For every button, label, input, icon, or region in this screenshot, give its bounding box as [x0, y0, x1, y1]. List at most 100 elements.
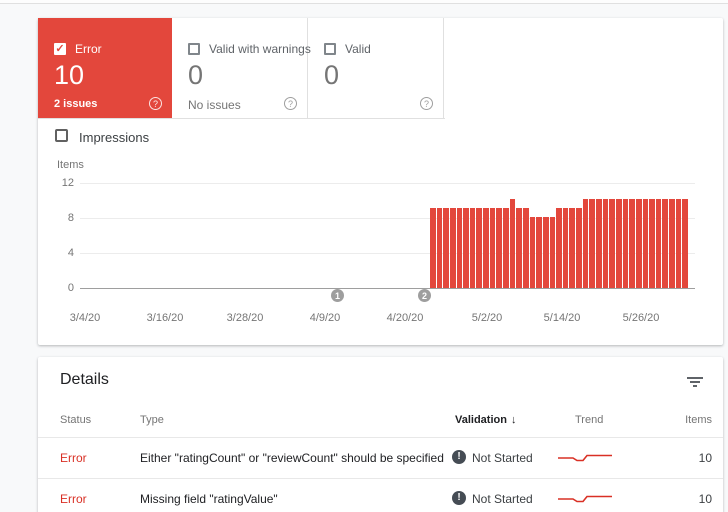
- gridline-12: [80, 183, 695, 184]
- valid-tile[interactable]: Valid 0 ?: [308, 18, 444, 118]
- x-axis-baseline: [80, 288, 695, 289]
- valid-with-warnings-tile[interactable]: Valid with warnings 0 No issues ?: [172, 18, 311, 118]
- chart-bar[interactable]: [682, 199, 688, 288]
- valid-checkbox[interactable]: [324, 43, 336, 55]
- chart-bar[interactable]: [463, 208, 469, 288]
- page-top-strip: [0, 0, 728, 3]
- chart-bar[interactable]: [649, 199, 655, 288]
- chart-bar[interactable]: [615, 199, 622, 288]
- error-summary-tile[interactable]: ✓ Error 10 2 issues ?: [38, 18, 172, 118]
- report-chart-card: ✓ Error 10 2 issues ? Valid with warning…: [38, 18, 723, 345]
- chart-bar[interactable]: [662, 199, 669, 288]
- chart-bar[interactable]: [436, 208, 443, 288]
- chart-bar[interactable]: [456, 208, 463, 288]
- help-icon[interactable]: ?: [420, 97, 433, 110]
- top-divider: [0, 3, 728, 4]
- chart-bar[interactable]: [476, 208, 483, 288]
- x-tick: 3/4/20: [69, 312, 101, 324]
- chart-bar[interactable]: [642, 199, 649, 288]
- valid-warnings-checkbox[interactable]: [188, 43, 200, 55]
- filter-icon[interactable]: [687, 377, 703, 389]
- chart-bar[interactable]: [469, 208, 476, 288]
- valid-label: Valid: [345, 42, 371, 56]
- chart-bar[interactable]: [635, 199, 642, 288]
- row-items-count: 10: [698, 492, 712, 506]
- sort-descending-icon: ↓: [510, 414, 517, 426]
- valid-warnings-label: Valid with warnings: [209, 42, 311, 56]
- chart-bar[interactable]: [449, 208, 456, 288]
- chart-bar[interactable]: [602, 199, 609, 288]
- chart-bar[interactable]: [489, 208, 496, 288]
- chart-bar[interactable]: [430, 208, 436, 288]
- help-icon[interactable]: ?: [149, 97, 162, 110]
- chart-bar[interactable]: [503, 208, 509, 288]
- row-status: Error: [60, 451, 87, 465]
- row-validation-state: Not Started: [472, 451, 533, 465]
- chart-bar[interactable]: [609, 199, 615, 288]
- chart-bar[interactable]: [483, 208, 489, 288]
- header-divider: [38, 437, 723, 438]
- chart-bar[interactable]: [569, 208, 576, 288]
- valid-warnings-count: 0: [188, 60, 204, 90]
- row-issue-type[interactable]: Either "ratingCount" or "reviewCount" sh…: [140, 451, 444, 465]
- valid-warnings-issues: No issues: [188, 98, 241, 112]
- column-header-validation[interactable]: Validation ↓: [455, 414, 516, 426]
- impressions-label: Impressions: [79, 130, 150, 145]
- row-items-count: 10: [698, 451, 712, 465]
- chart-bar[interactable]: [556, 208, 562, 288]
- chart-bar[interactable]: [655, 199, 662, 288]
- chart-bar[interactable]: [562, 208, 569, 288]
- details-title: Details: [60, 371, 109, 388]
- chart-bar[interactable]: [596, 199, 602, 288]
- x-tick: 5/2/20: [471, 312, 503, 324]
- column-header-status[interactable]: Status: [60, 414, 92, 426]
- help-icon[interactable]: ?: [284, 97, 297, 110]
- summary-tiles-row: ✓ Error 10 2 issues ? Valid with warning…: [38, 18, 445, 119]
- valid-count: 0: [324, 60, 340, 90]
- chart-bar[interactable]: [669, 199, 675, 288]
- column-header-trend[interactable]: Trend: [575, 414, 604, 426]
- chart-bar[interactable]: [536, 217, 542, 288]
- chart-bar[interactable]: [629, 199, 635, 288]
- table-row[interactable]: Error Either "ratingCount" or "reviewCou…: [38, 437, 723, 478]
- chart-bar[interactable]: [443, 208, 449, 288]
- chart-bar[interactable]: [582, 199, 589, 288]
- x-tick: 5/26/20: [622, 312, 660, 324]
- x-tick: 4/20/20: [386, 312, 424, 324]
- y-axis-title: Items: [57, 159, 84, 171]
- chart-bar[interactable]: [522, 208, 529, 288]
- timeline-annotation-2[interactable]: 2: [418, 289, 431, 302]
- chart-bar[interactable]: [589, 199, 596, 288]
- not-started-icon: !: [452, 491, 466, 505]
- chart-bar[interactable]: [576, 208, 582, 288]
- x-tick: 3/28/20: [226, 312, 264, 324]
- chart-bar[interactable]: [496, 208, 503, 288]
- gridline-8: [80, 218, 695, 219]
- y-tick-4: 4: [67, 247, 74, 259]
- impressions-checkbox[interactable]: [55, 129, 68, 142]
- table-row[interactable]: Error Missing field "ratingValue" ! Not …: [38, 478, 723, 512]
- column-header-items[interactable]: Items: [685, 414, 712, 426]
- row-status: Error: [60, 492, 87, 506]
- chart-bar[interactable]: [549, 217, 556, 288]
- error-checkbox[interactable]: ✓: [54, 43, 66, 55]
- not-started-icon: !: [452, 450, 466, 464]
- row-validation-state: Not Started: [472, 492, 533, 506]
- row-issue-type[interactable]: Missing field "ratingValue": [140, 492, 278, 506]
- column-header-type[interactable]: Type: [140, 414, 164, 426]
- timeline-annotation-1[interactable]: 1: [331, 289, 344, 302]
- x-tick: 3/16/20: [146, 312, 184, 324]
- chart-bar[interactable]: [516, 208, 522, 288]
- trend-sparkline: [557, 452, 613, 467]
- error-tile-label: Error: [75, 42, 102, 56]
- chart-bar[interactable]: [529, 217, 536, 288]
- chart-bar[interactable]: [509, 199, 516, 288]
- chart-bar[interactable]: [675, 199, 682, 288]
- x-tick: 4/9/20: [309, 312, 341, 324]
- error-bars-series: [430, 196, 688, 288]
- y-tick-12: 12: [61, 177, 74, 189]
- chart-bar[interactable]: [622, 199, 629, 288]
- x-tick: 5/14/20: [543, 312, 581, 324]
- chart-bar[interactable]: [542, 217, 549, 288]
- error-issues-count: 2 issues: [54, 98, 98, 110]
